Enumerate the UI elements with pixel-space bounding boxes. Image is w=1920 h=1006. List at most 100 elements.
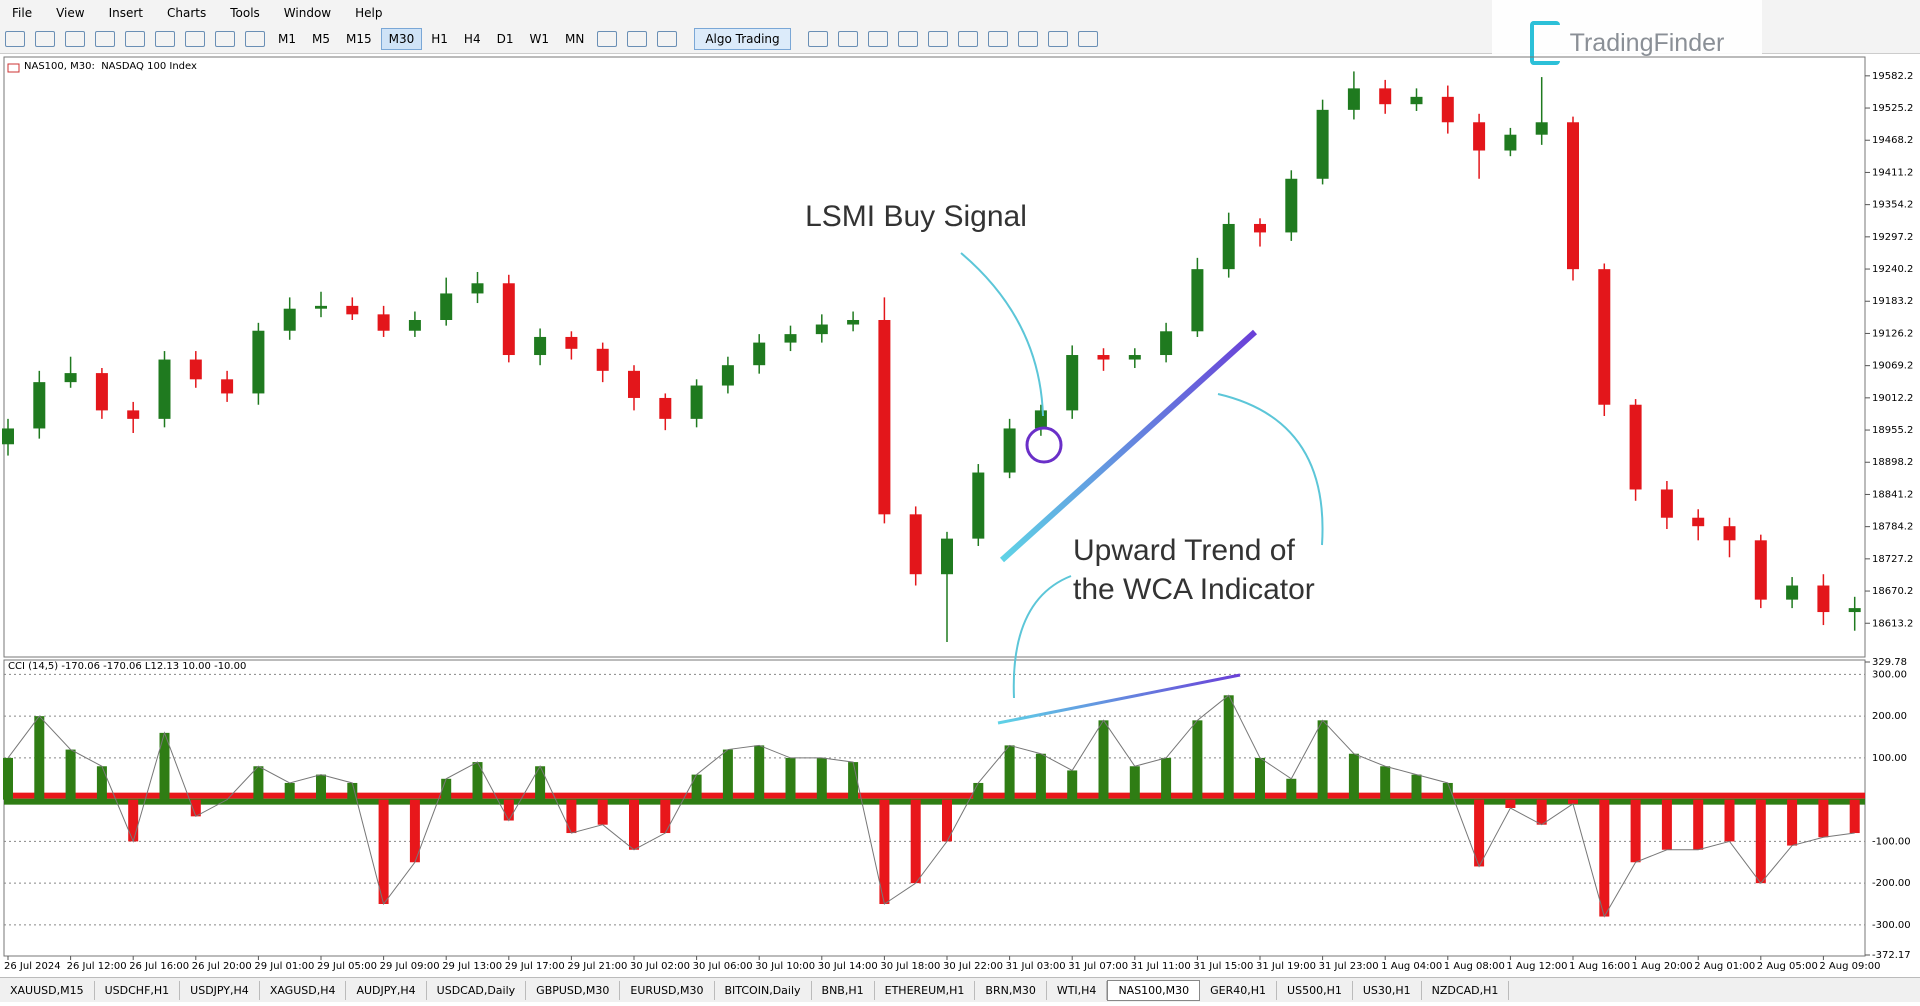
tool-button[interactable]: [957, 31, 978, 47]
symbol-tab[interactable]: US30,H1: [1353, 980, 1422, 1000]
y-tick-label: 18670.2: [1872, 586, 1913, 597]
cci-bar: [472, 762, 483, 800]
x-tick-label: 1 Aug 16:00: [1569, 961, 1630, 972]
x-tick-label: 31 Jul 11:00: [1131, 961, 1191, 972]
tool-button[interactable]: [185, 31, 205, 47]
cci-bar: [3, 757, 13, 800]
timeframe-button[interactable]: M30: [380, 28, 423, 50]
x-tick-label: 26 Jul 2024: [4, 961, 61, 972]
tool-button[interactable]: [1047, 31, 1068, 47]
menu-item[interactable]: Tools: [230, 5, 260, 20]
symbol-tab[interactable]: USDCHF,H1: [95, 980, 181, 1000]
tool-button[interactable]: [125, 31, 145, 47]
tool-button[interactable]: [897, 31, 918, 47]
x-tick-label: 29 Jul 13:00: [442, 961, 502, 972]
y-tick-label: 19525.2: [1872, 103, 1913, 114]
symbol-tab[interactable]: US500,H1: [1277, 980, 1353, 1000]
timeframe-button[interactable]: M1: [278, 32, 296, 46]
cci-bar: [284, 782, 295, 800]
menu-item[interactable]: Insert: [108, 5, 143, 20]
symbol-tab[interactable]: XAGUSD,H4: [260, 980, 347, 1000]
y-tick-label: 19240.2: [1872, 264, 1913, 275]
cci-bar: [722, 749, 733, 800]
symbol-tab[interactable]: USDJPY,H4: [180, 980, 260, 1000]
cci-bar: [253, 766, 264, 800]
main-pane: [3, 56, 1866, 658]
symbol-tab[interactable]: BRN,M30: [975, 980, 1047, 1000]
symbol-tab[interactable]: GBPUSD,M30: [526, 980, 621, 1000]
x-tick-label: 30 Jul 22:00: [943, 961, 1003, 972]
symbol-tab[interactable]: XAUUSD,M15: [0, 980, 95, 1000]
candle-body: [1003, 428, 1016, 473]
tool-button[interactable]: [95, 31, 115, 47]
symbol-tab[interactable]: BNB,H1: [812, 980, 875, 1000]
x-tick-label: 29 Jul 01:00: [254, 961, 314, 972]
tool-button[interactable]: [627, 31, 648, 47]
y-tick-label: 18841.2: [1872, 489, 1913, 500]
candle-body: [95, 373, 108, 411]
cci-bar: [1442, 782, 1453, 800]
candle-body: [847, 319, 860, 325]
tool-button[interactable]: [215, 31, 235, 47]
cci-bar: [848, 762, 859, 800]
tool-button[interactable]: [155, 31, 175, 47]
symbol-tab[interactable]: USDCAD,Daily: [427, 980, 527, 1000]
candle-body: [158, 359, 171, 419]
timeframe-button[interactable]: H1: [431, 32, 448, 46]
symbol-tab[interactable]: EURUSD,M30: [620, 980, 715, 1000]
menu-item[interactable]: Charts: [167, 5, 207, 20]
y-tick-label: 19468.2: [1872, 135, 1913, 146]
tool-button[interactable]: [65, 31, 85, 47]
tool-button[interactable]: [35, 31, 55, 47]
symbol-tab[interactable]: WTI,H4: [1047, 980, 1108, 1000]
tool-button[interactable]: [867, 31, 888, 47]
x-tick-label: 29 Jul 09:00: [380, 961, 440, 972]
menu-item[interactable]: File: [12, 5, 33, 20]
y-tick-label: 19012.2: [1872, 393, 1913, 404]
tool-button[interactable]: [987, 31, 1008, 47]
timeframe-button[interactable]: M15: [346, 32, 372, 46]
tool-button[interactable]: [245, 31, 265, 47]
y-tick-label: 19069.2: [1872, 361, 1913, 372]
symbol-tab[interactable]: NAS100,M30: [1107, 979, 1201, 1001]
timeframe-button[interactable]: D1: [496, 32, 514, 46]
x-tick-label: 31 Jul 23:00: [1319, 961, 1379, 972]
menu-item[interactable]: Window: [283, 5, 332, 20]
tool-button[interactable]: [837, 31, 858, 47]
cci-bar: [1129, 766, 1140, 800]
tool-button[interactable]: [927, 31, 948, 47]
cci-bar: [34, 716, 45, 800]
timeframe-button[interactable]: MN: [564, 32, 585, 46]
tool-button[interactable]: [807, 31, 828, 47]
timeframe-button[interactable]: M5: [312, 32, 330, 46]
timeframe-button[interactable]: H4: [463, 32, 481, 46]
symbol-tab[interactable]: BITCOIN,Daily: [715, 980, 812, 1000]
cci-bar: [910, 799, 921, 884]
tool-button[interactable]: [657, 31, 678, 47]
menu-item[interactable]: Help: [355, 5, 383, 20]
symbol-tab[interactable]: NZDCAD,H1: [1422, 980, 1510, 1000]
candle-body: [1629, 404, 1642, 490]
tool-button[interactable]: [1017, 31, 1038, 47]
cci-line: [7, 694, 1855, 918]
tool-button[interactable]: [5, 31, 25, 47]
timeframe-button[interactable]: W1: [529, 32, 549, 46]
x-tick-label: 1 Aug 08:00: [1444, 961, 1505, 972]
algo-trading-button[interactable]: Algo Trading: [694, 28, 791, 50]
x-tick-label: 30 Jul 18:00: [880, 961, 940, 972]
tool-button[interactable]: [1077, 31, 1098, 47]
tab-bar: XAUUSD,M15 USDCHF,H1 USDJPY,H4 XAGUSD,H4 AUD…: [0, 977, 1920, 1002]
symbol-tab[interactable]: ETHEREUM,H1: [875, 980, 976, 1000]
symbol-tab[interactable]: AUDJPY,H4: [346, 980, 427, 1000]
symbol-tab[interactable]: GER40,H1: [1200, 980, 1278, 1000]
y-tick-label: 18784.2: [1872, 522, 1913, 533]
x-tick-label: 1 Aug 04:00: [1381, 961, 1442, 972]
cci-bar: [691, 774, 702, 800]
candle-body: [1535, 122, 1548, 135]
menu-item[interactable]: View: [56, 5, 85, 20]
candle-body: [315, 305, 327, 309]
candle-body: [1692, 517, 1705, 527]
tool-button[interactable]: [597, 31, 618, 47]
cci-bar: [1724, 799, 1735, 842]
cci-bar: [1849, 799, 1860, 834]
